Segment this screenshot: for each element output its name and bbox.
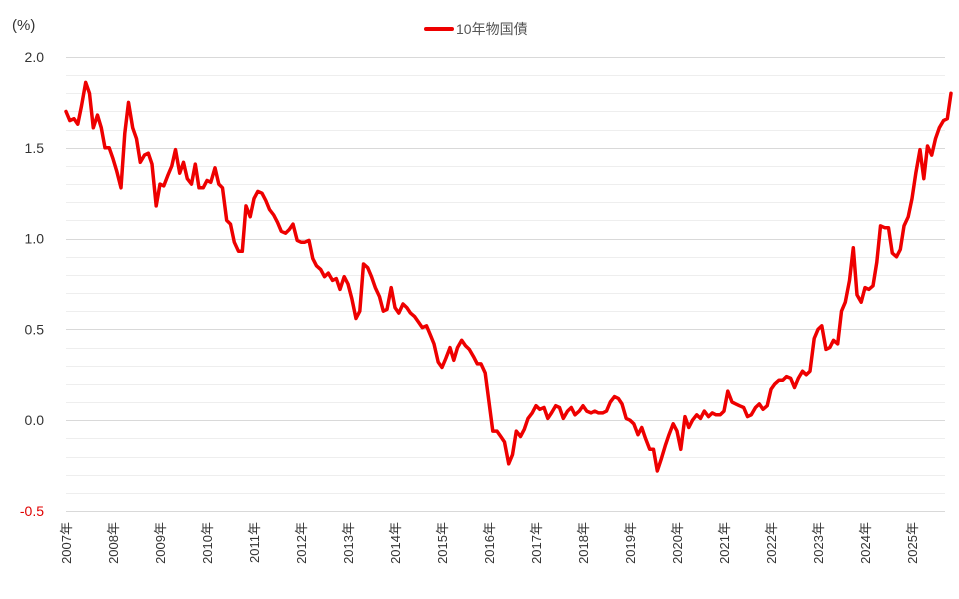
y-tick-label: -0.5 bbox=[20, 503, 44, 519]
x-tick-label: 2010年 bbox=[200, 522, 215, 564]
x-tick-label: 2018年 bbox=[576, 522, 591, 564]
x-tick-label: 2008年 bbox=[106, 522, 121, 564]
legend-label: 10年物国債 bbox=[456, 21, 528, 37]
series-group bbox=[64, 80, 953, 473]
x-tick-label: 2019年 bbox=[623, 522, 638, 564]
x-tick-label: 2009年 bbox=[153, 522, 168, 564]
x-tick-label: 2024年 bbox=[858, 522, 873, 564]
x-axis-ticks: 2007年 2008年 2009年 2010年 2011年 2012年 2013年 2014年… bbox=[59, 522, 920, 564]
x-tick-label: 2007年 bbox=[59, 522, 74, 564]
y-axis-unit-label: (%) bbox=[12, 17, 35, 34]
x-tick-label: 2012年 bbox=[294, 522, 309, 564]
x-tick-label: 2017年 bbox=[529, 522, 544, 564]
x-tick-label: 2020年 bbox=[670, 522, 685, 564]
x-tick-label: 2011年 bbox=[247, 522, 262, 563]
x-tick-label: 2021年 bbox=[717, 522, 732, 564]
x-tick-label: 2022年 bbox=[764, 522, 779, 564]
y-tick-label: 1.5 bbox=[25, 140, 45, 156]
x-tick-label: 2016年 bbox=[482, 522, 497, 564]
x-tick-label: 2025年 bbox=[905, 522, 920, 564]
legend: 10年物国債 bbox=[424, 21, 528, 37]
grid bbox=[66, 57, 945, 512]
series-line-0 bbox=[64, 80, 953, 473]
x-tick-label: 2013年 bbox=[341, 522, 356, 564]
y-axis-ticks: 2.0 1.5 1.0 0.5 0.0 -0.5 bbox=[20, 49, 44, 519]
x-tick-label: 2014年 bbox=[388, 522, 403, 564]
x-tick-label: 2023年 bbox=[811, 522, 826, 564]
y-tick-label: 2.0 bbox=[25, 49, 45, 65]
x-tick-label: 2015年 bbox=[435, 522, 450, 564]
y-tick-label: 0.0 bbox=[25, 412, 45, 428]
y-tick-label: 1.0 bbox=[25, 231, 45, 247]
y-tick-label: 0.5 bbox=[25, 321, 45, 337]
